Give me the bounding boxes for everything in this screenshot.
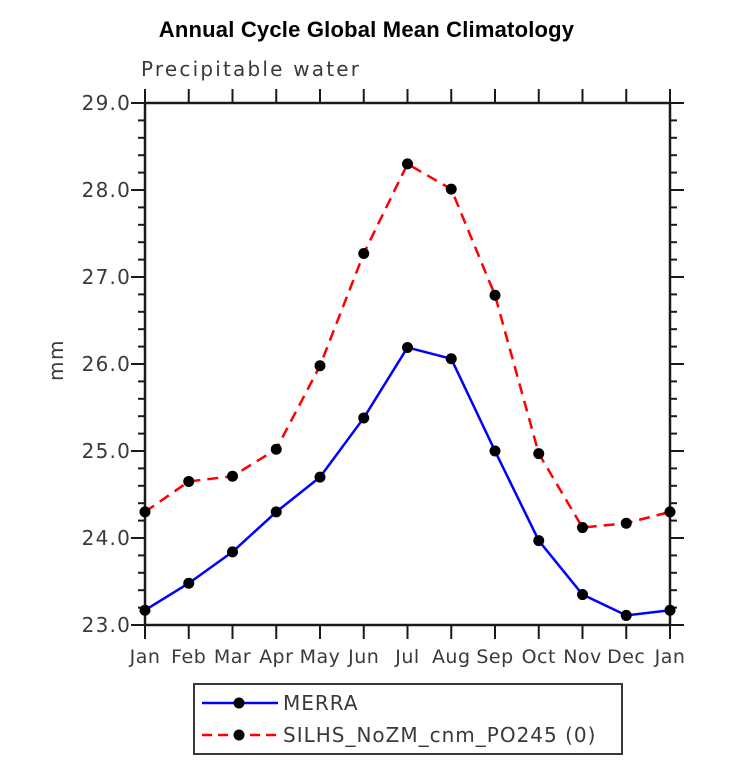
data-point — [402, 158, 413, 170]
data-point — [314, 360, 326, 372]
legend-line-sample-solid — [202, 697, 278, 709]
x-tick-label: Feb — [171, 646, 206, 668]
legend-marker-dot — [233, 697, 245, 709]
data-point — [664, 604, 676, 616]
legend-box: MERRA SILHS_NoZM_cnm_PO245 (0) — [193, 683, 623, 755]
x-tick-label: Jan — [129, 646, 161, 668]
data-point — [445, 183, 457, 195]
y-tick-label: 28.0 — [82, 178, 131, 202]
data-point — [445, 353, 457, 365]
legend-item-silhs: SILHS_NoZM_cnm_PO245 (0) — [199, 720, 621, 750]
data-point — [314, 471, 326, 483]
x-tick-label: Dec — [607, 646, 645, 668]
data-point — [533, 535, 545, 547]
chart-title: Annual Cycle Global Mean Climatology — [158, 17, 575, 42]
data-point — [270, 506, 282, 518]
data-point — [139, 506, 151, 518]
legend-label-silhs: SILHS_NoZM_cnm_PO245 (0) — [283, 723, 597, 748]
data-point — [533, 448, 545, 460]
data-point — [227, 546, 238, 558]
y-tick-label: 27.0 — [82, 265, 131, 289]
y-tick-label: 26.0 — [82, 352, 131, 376]
x-tick-label: Jul — [394, 646, 419, 668]
y-tick-label: 29.0 — [82, 91, 131, 115]
data-point — [577, 522, 588, 534]
y-tick-label: 25.0 — [82, 439, 131, 463]
data-point — [489, 289, 501, 301]
data-point — [270, 443, 282, 455]
chart-subtitle: Precipitable water — [141, 57, 362, 81]
plot-border — [143, 101, 672, 627]
data-point — [183, 475, 195, 487]
y-tick-label: 23.0 — [82, 613, 131, 637]
data-point — [489, 445, 501, 457]
legend-marker-dot — [233, 729, 245, 741]
x-tick-label: May — [300, 646, 341, 668]
x-tick-label: Apr — [259, 646, 293, 668]
x-tick-label: Oct — [522, 646, 556, 668]
x-tick-label: Nov — [563, 646, 602, 668]
legend-label-merra: MERRA — [283, 690, 359, 715]
data-point — [358, 412, 370, 424]
data-point — [620, 517, 632, 529]
y-tick-label: 24.0 — [82, 526, 131, 550]
data-point — [664, 506, 676, 518]
legend-line-sample-dashed — [202, 729, 278, 741]
series-line-0 — [144, 346, 671, 617]
x-tick-label: Mar — [214, 646, 251, 668]
legend-item-merra: MERRA — [199, 688, 621, 718]
data-point — [183, 577, 195, 589]
data-point — [402, 341, 413, 353]
data-point — [139, 604, 151, 616]
x-tick-label: Jan — [654, 646, 686, 668]
x-tick-label: Aug — [432, 646, 471, 668]
data-point — [227, 470, 238, 482]
data-point — [358, 248, 370, 260]
x-tick-label: Sep — [476, 646, 513, 668]
data-point — [620, 609, 632, 621]
x-tick-label: Jun — [347, 646, 379, 668]
data-point — [577, 589, 588, 601]
